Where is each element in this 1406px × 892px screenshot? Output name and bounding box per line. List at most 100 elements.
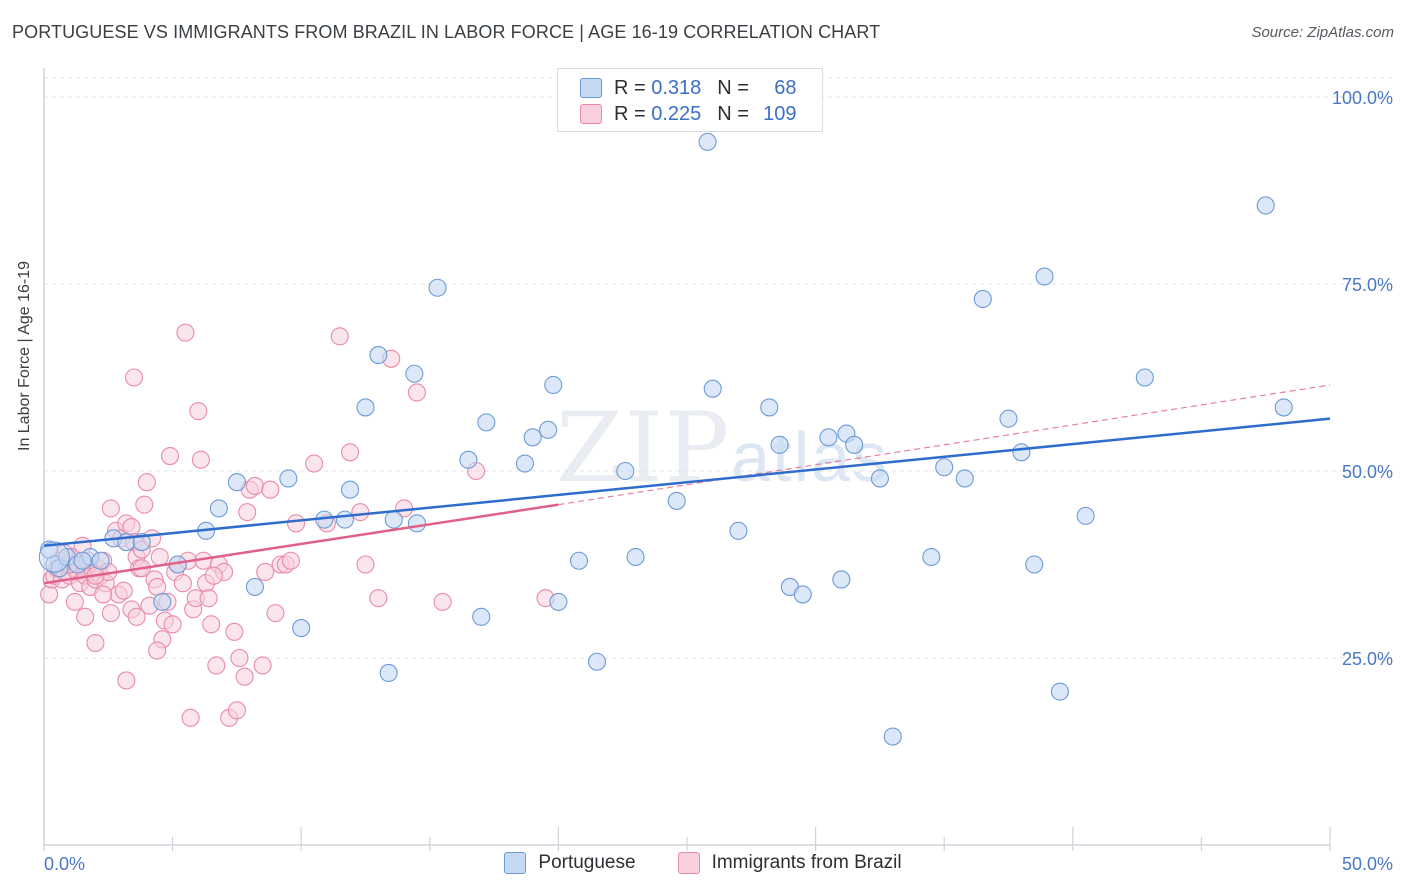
grid-lines [44, 77, 1392, 659]
point-portuguese [209, 499, 228, 518]
point-brazil [101, 604, 120, 623]
point-portuguese [73, 551, 92, 570]
legend-item-portuguese[interactable]: Portuguese [504, 852, 636, 874]
point-portuguese [405, 364, 424, 383]
point-brazil [148, 641, 167, 660]
point-brazil [101, 499, 120, 518]
point-portuguese [292, 619, 311, 638]
legend-item-brazil[interactable]: Immigrants from Brazil [677, 852, 902, 874]
point-portuguese [760, 398, 779, 417]
legend-r-label: R = [614, 76, 646, 99]
point-brazil [150, 547, 169, 567]
point-portuguese [819, 428, 838, 447]
y-tick-label: 100.0% [1332, 88, 1393, 108]
point-brazil [330, 327, 349, 346]
point-brazil [433, 592, 452, 611]
point-portuguese [616, 461, 635, 481]
legend-swatch-pink [580, 104, 602, 124]
legend-r-value: 0.318 [651, 76, 702, 99]
point-brazil [189, 402, 208, 421]
trend-lines [43, 384, 1331, 585]
x-tick-label: 0.0% [44, 854, 85, 874]
point-brazil [173, 574, 192, 593]
legend-swatch-brazil [677, 852, 700, 874]
y-axis-label: In Labor Force | Age 16-19 [16, 260, 33, 451]
trend-line-brazil [43, 503, 559, 585]
point-brazil [225, 622, 244, 641]
point-portuguese [379, 663, 398, 683]
legend-r-label: R = [614, 102, 646, 125]
point-brazil [76, 607, 95, 626]
point-brazil [199, 589, 218, 608]
watermark-zip: ZIP [556, 392, 732, 504]
point-brazil [369, 589, 388, 608]
point-brazil [137, 473, 156, 492]
point-portuguese [922, 547, 941, 567]
legend-swatch-portuguese [504, 852, 527, 874]
point-brazil [94, 585, 113, 604]
point-portuguese [459, 450, 478, 469]
point-portuguese [477, 413, 496, 432]
series-legend: Portuguese Immigrants from Brazil [0, 852, 1406, 874]
point-portuguese [515, 454, 535, 473]
series-immigrants-from-brazil [40, 323, 555, 727]
point-portuguese [703, 379, 722, 398]
point-brazil [407, 383, 426, 402]
point-brazil [124, 368, 144, 387]
point-brazil [86, 633, 105, 653]
legend-label-portuguese: Portuguese [538, 852, 636, 873]
point-brazil [227, 701, 246, 720]
point-portuguese [245, 577, 264, 596]
point-brazil [207, 656, 226, 675]
point-portuguese [1025, 555, 1044, 574]
point-portuguese [384, 510, 403, 529]
point-portuguese [472, 607, 491, 626]
point-portuguese [549, 592, 568, 611]
point-portuguese [1050, 682, 1069, 701]
point-brazil [351, 503, 370, 522]
point-brazil [191, 450, 210, 469]
point-portuguese [407, 514, 426, 533]
legend-n-label: N = [717, 102, 749, 125]
point-portuguese [1135, 368, 1154, 387]
chart-title: PORTUGUESE VS IMMIGRANTS FROM BRAZIL IN … [12, 22, 881, 42]
point-brazil [261, 480, 280, 499]
point-portuguese [539, 420, 558, 439]
legend-swatch-blue [580, 78, 602, 98]
trend-line-portuguese [43, 417, 1331, 548]
y-tick-label: 50.0% [1342, 462, 1393, 482]
point-portuguese [544, 375, 563, 395]
point-brazil [114, 581, 133, 600]
point-brazil [281, 551, 300, 570]
axes [43, 68, 1331, 851]
y-tick-label: 75.0% [1342, 275, 1393, 295]
point-brazil [253, 656, 272, 675]
legend-r-value: 0.225 [651, 102, 702, 125]
watermark: ZIPatlas [556, 392, 889, 504]
point-portuguese [1012, 443, 1031, 462]
point-portuguese [845, 435, 864, 454]
point-portuguese [523, 428, 542, 447]
point-brazil [256, 562, 275, 582]
tick-labels: 25.0% 50.0% 75.0% 100.0% 0.0% 50.0% [44, 88, 1393, 874]
legend-row-portuguese: R = 0.318 N = 68 [580, 74, 797, 102]
point-portuguese [729, 521, 748, 540]
point-brazil [266, 604, 285, 623]
point-portuguese [793, 585, 812, 604]
point-brazil [135, 495, 154, 514]
point-portuguese [955, 469, 974, 488]
x-tick-label: 50.0% [1342, 854, 1393, 874]
point-portuguese [870, 469, 889, 488]
legend-n-value: 68 [774, 76, 797, 99]
point-portuguese [335, 510, 354, 529]
point-portuguese [1274, 398, 1293, 417]
point-portuguese [369, 346, 388, 365]
point-portuguese [1076, 506, 1095, 525]
point-portuguese [999, 409, 1018, 428]
point-portuguese [770, 435, 789, 454]
point-portuguese [935, 458, 954, 477]
point-portuguese [698, 132, 717, 151]
point-brazil [230, 648, 249, 668]
point-portuguese [832, 570, 851, 589]
